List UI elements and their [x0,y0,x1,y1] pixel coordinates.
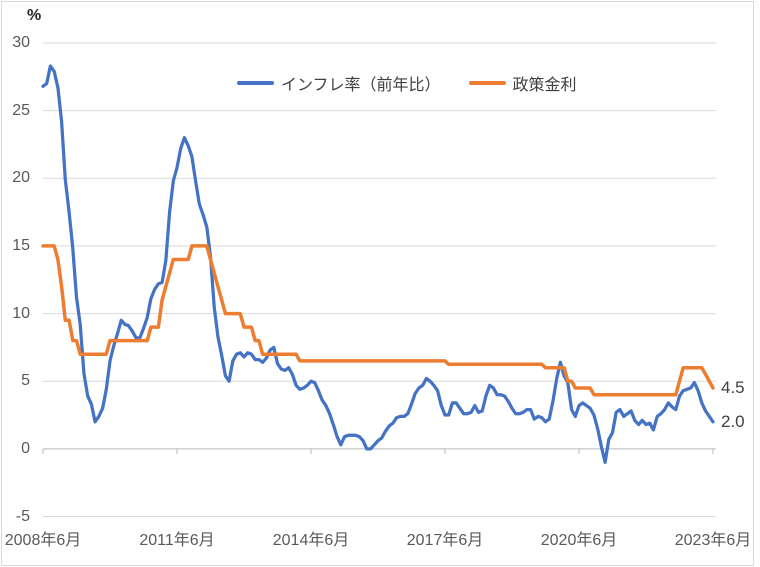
x-tick-label: 2020年6月 [540,532,618,549]
x-tick-label: 2011年6月 [139,532,215,549]
gridlines [43,42,716,517]
y-axis-unit-label: % [27,7,42,24]
y-tick-label: 5 [21,372,30,389]
x-tick-label: 2023年6月 [674,532,752,549]
inflation-end-value-label: 2.0 [721,412,745,431]
legend-label-inflation: インフレ率（前年比） [281,77,441,94]
y-tick-label: -5 [15,508,30,525]
legend-label-policy-rate: 政策金利 [512,77,577,94]
inflation-legend-dash-icon [237,81,274,85]
y-tick-label: 20 [12,169,30,186]
legend-item-policy-rate: 政策金利 [468,71,577,95]
x-axis-ticks [42,448,714,454]
y-tick-label: 25 [12,102,30,119]
x-tick-label: 2008年6月 [4,532,82,549]
legend-item-inflation: インフレ率（前年比） [237,71,441,95]
y-tick-label: 30 [12,34,30,51]
policy-rate-line [41,244,715,397]
y-tick-label: 15 [12,237,30,254]
inflation-line [41,64,715,465]
y-tick-label: 0 [21,440,30,457]
x-tick-label: 2014年6月 [272,532,350,549]
x-tick-label: 2017年6月 [406,532,484,549]
policy-rate-legend-dash-icon [468,81,506,85]
legend: インフレ率（前年比） 政策金利 [237,71,577,95]
y-tick-label: 10 [12,305,30,322]
policy-rate-end-value-label: 4.5 [721,378,745,397]
